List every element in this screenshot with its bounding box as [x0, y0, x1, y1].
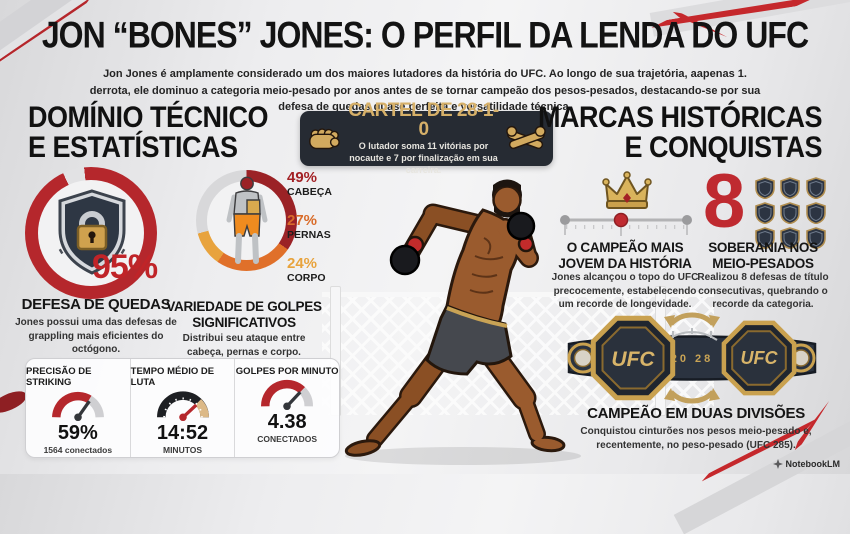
- shield-lock-icon: [58, 189, 126, 275]
- takedown-defense-value: 95%: [92, 248, 158, 286]
- strike-label-head: 49% CABEÇA: [287, 170, 347, 198]
- record-desc: O lutador soma 11 vitórias por nocaute e…: [349, 141, 498, 175]
- shield-icon: [805, 202, 826, 224]
- takedown-defense-desc: Jones possui uma das defesas de grapplin…: [15, 317, 177, 355]
- crown-icon: [602, 171, 652, 209]
- strike-pct: 49%: [287, 169, 318, 186]
- takedown-defense-title: DEFESA DE QUEDAS: [21, 296, 171, 313]
- record-banner: CARTEL DE 28-1-0 O lutador soma 11 vitór…: [300, 100, 553, 175]
- strike-pct: 27%: [287, 212, 318, 229]
- shield-icon: [755, 227, 775, 249]
- strike-label: CABEÇA: [287, 185, 332, 198]
- stats-panel: PRECISÃO DE STRIKING 59% 1564 conectados…: [25, 358, 340, 458]
- belt-plate-text: UFC: [741, 348, 779, 368]
- strike-variety-donut: [196, 170, 297, 271]
- defenses-number: 8: [703, 159, 745, 244]
- brand-name: NotebookLM: [785, 459, 841, 469]
- stat-value: 14:52: [156, 422, 209, 444]
- shield-icon: [755, 202, 775, 224]
- belt-plate-text: UFC: [611, 348, 655, 371]
- gauge-icon: [51, 391, 104, 422]
- left-section-heading: DOMÍNIO TÉCNICO E ESTATÍSTICAS: [28, 100, 269, 164]
- stat-sub: CONECTADOS: [257, 434, 318, 444]
- stat-value: 4.38: [267, 411, 307, 433]
- strike-variety-title: VARIEDADE DE GOLPES SIGNIFICATIVOS: [166, 299, 322, 330]
- strike-label: PERNAS: [287, 228, 331, 241]
- stat-striking-accuracy: PRECISÃO DE STRIKING 59% 1564 conectados: [26, 359, 130, 457]
- stat-value: 59%: [57, 422, 98, 444]
- strike-label-legs: 27% PERNAS: [287, 213, 347, 241]
- brand-footer: NotebookLM: [772, 459, 841, 469]
- stat-sub: 1564 conectados: [43, 445, 113, 455]
- shield-icon: [780, 202, 801, 224]
- shield-icon: [805, 177, 826, 199]
- gauge-icon: [261, 379, 314, 411]
- belt-strap-text: 20 28: [671, 353, 714, 365]
- stat-avg-fight-time: TEMPO MÉDIO DE LUTA 14:52 MINUTOS: [129, 359, 235, 457]
- two-divisions-desc: Conquistou cinturões nos pesos meio-pesa…: [580, 426, 812, 451]
- strike-label-body: 24% CORPO: [287, 256, 347, 284]
- strike-variety-desc: Distribui seu ataque entre cabeça, perna…: [182, 333, 306, 358]
- swap-arrows-icon: [664, 312, 720, 404]
- youngest-champion-desc: Jones alcançou o topo do UFC precocement…: [551, 272, 699, 310]
- stat-title: GOLPES POR MINUTO: [235, 366, 339, 377]
- stat-strikes-per-minute: GOLPES POR MINUTO 4.38 CONECTADOS: [234, 359, 339, 457]
- stat-sub: MINUTOS: [162, 445, 203, 455]
- strike-label: CORPO: [287, 271, 326, 284]
- fist-icon: [309, 127, 340, 149]
- page-subtitle: Jon Jones é amplamente considerado um do…: [89, 68, 761, 113]
- defense-shields-grid: [755, 177, 827, 249]
- youngest-champion-title: O CAMPEÃO MAIS JOVEM DA HISTÓRIA: [558, 240, 692, 271]
- shield-icon: [805, 227, 826, 249]
- takedown-defense-donut: [25, 167, 157, 299]
- body-target-icon: [226, 176, 268, 264]
- shield-icon: [780, 227, 801, 249]
- shield-icon: [780, 177, 801, 199]
- defenses-title: SOBERANIA NOS MEIO-PESADOS: [708, 240, 818, 271]
- record-title: CARTEL DE 28-1-0: [348, 99, 499, 141]
- fighter-illustration: [344, 179, 581, 465]
- spark-icon: [772, 459, 783, 469]
- page-title: JON “BONES” JONES: O PERFIL DA LENDA DO …: [41, 14, 809, 56]
- strike-pct: 24%: [287, 255, 318, 272]
- timeline: [560, 212, 692, 236]
- defenses-desc: Realizou 8 defesas de título consecutiva…: [697, 272, 829, 310]
- gauge-icon: [156, 391, 209, 422]
- stat-title: TEMPO MÉDIO DE LUTA: [130, 366, 215, 388]
- record-banner-text: CARTEL DE 28-1-0 O lutador soma 11 vitór…: [348, 99, 499, 177]
- shield-icon: [755, 177, 775, 199]
- championship-belt: 20 28 UFC UFC: [567, 312, 817, 404]
- crossed-arms-icon: [506, 125, 546, 149]
- two-divisions-title: CAMPEÃO EM DUAS DIVISÕES: [587, 405, 805, 422]
- stat-title: PRECISÃO DE STRIKING: [26, 366, 92, 388]
- right-section-heading: MARCAS HISTÓRICAS E CONQUISTAS: [537, 100, 823, 164]
